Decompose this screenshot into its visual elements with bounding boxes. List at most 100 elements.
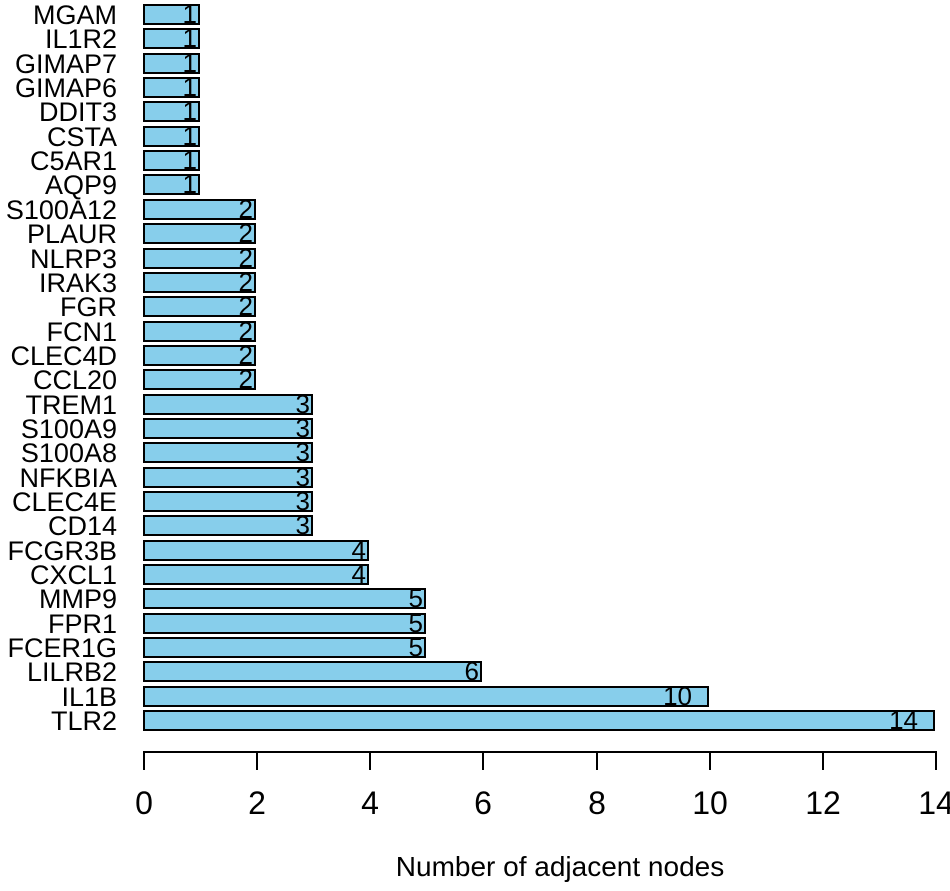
x-axis-tick bbox=[256, 751, 258, 770]
bar bbox=[143, 223, 256, 244]
category-label: FGR bbox=[60, 291, 117, 322]
value-label: 1 bbox=[182, 96, 197, 126]
value-label: 1 bbox=[182, 0, 197, 29]
x-axis-tick-label: 6 bbox=[474, 785, 492, 821]
category-label: IL1B bbox=[61, 681, 117, 712]
category-label: CXCL1 bbox=[29, 559, 117, 590]
category-label: S100A9 bbox=[20, 413, 117, 444]
x-axis-tick bbox=[822, 751, 824, 770]
bar bbox=[143, 150, 200, 171]
x-axis-tick-label: 12 bbox=[805, 785, 841, 821]
value-label: 1 bbox=[182, 23, 197, 53]
bar bbox=[143, 418, 313, 439]
category-label: FPR1 bbox=[47, 608, 117, 639]
x-axis-tick-label: 14 bbox=[918, 785, 950, 821]
category-label: FCGR3B bbox=[7, 535, 117, 566]
x-axis-tick bbox=[935, 751, 937, 770]
category-label: PLAUR bbox=[26, 218, 117, 249]
category-label: AQP9 bbox=[44, 169, 117, 200]
value-label: 1 bbox=[182, 145, 197, 175]
value-label: 3 bbox=[295, 437, 310, 467]
bar bbox=[143, 248, 256, 269]
category-label: MMP9 bbox=[38, 583, 117, 614]
bar bbox=[143, 686, 709, 707]
category-label: NLRP3 bbox=[29, 243, 117, 274]
x-axis-tick bbox=[143, 751, 145, 770]
x-axis-tick-label: 10 bbox=[692, 785, 728, 821]
category-label: FCN1 bbox=[46, 316, 117, 347]
value-label: 3 bbox=[295, 462, 310, 492]
bar bbox=[143, 369, 256, 390]
value-label: 1 bbox=[182, 169, 197, 199]
category-label: TREM1 bbox=[25, 389, 117, 420]
x-axis-tick bbox=[482, 751, 484, 770]
value-label: 2 bbox=[238, 364, 253, 394]
bar bbox=[143, 613, 426, 634]
x-axis-line bbox=[143, 751, 937, 753]
bar bbox=[143, 394, 313, 415]
value-label: 3 bbox=[295, 413, 310, 443]
bar bbox=[143, 515, 313, 536]
bar bbox=[143, 126, 200, 147]
value-label: 4 bbox=[351, 535, 366, 565]
x-axis-title: Number of adjacent nodes bbox=[395, 851, 725, 882]
x-axis-tick bbox=[709, 751, 711, 770]
category-label: CLEC4D bbox=[10, 340, 117, 371]
value-label: 2 bbox=[238, 243, 253, 273]
bar bbox=[143, 540, 369, 561]
category-label: S100A12 bbox=[5, 194, 117, 225]
value-label: 2 bbox=[238, 218, 253, 248]
category-label: MGAM bbox=[33, 0, 117, 30]
category-label: GIMAP7 bbox=[14, 48, 117, 79]
bar bbox=[143, 661, 482, 682]
category-label: S100A8 bbox=[20, 437, 117, 468]
bar bbox=[143, 53, 200, 74]
category-label: GIMAP6 bbox=[14, 72, 117, 103]
value-label: 2 bbox=[238, 291, 253, 321]
category-label: CLEC4E bbox=[11, 486, 117, 517]
value-label: 3 bbox=[295, 486, 310, 516]
bar bbox=[143, 321, 256, 342]
bar bbox=[143, 345, 256, 366]
bar bbox=[143, 442, 313, 463]
value-label: 4 bbox=[351, 559, 366, 589]
bar bbox=[143, 101, 200, 122]
value-label: 1 bbox=[182, 121, 197, 151]
category-label: CCL20 bbox=[32, 364, 117, 395]
category-label: TLR2 bbox=[50, 705, 117, 736]
x-axis-tick-label: 0 bbox=[135, 785, 153, 821]
value-label: 5 bbox=[408, 608, 423, 638]
value-label: 2 bbox=[238, 340, 253, 370]
category-label: CD14 bbox=[47, 510, 117, 541]
x-axis-tick-label: 4 bbox=[361, 785, 379, 821]
bar bbox=[143, 272, 256, 293]
value-label: 14 bbox=[889, 705, 918, 735]
bar bbox=[143, 4, 200, 25]
value-label: 3 bbox=[295, 510, 310, 540]
x-axis-tick bbox=[369, 751, 371, 770]
bar bbox=[143, 491, 313, 512]
x-axis-tick-label: 8 bbox=[588, 785, 606, 821]
value-label: 2 bbox=[238, 316, 253, 346]
bar bbox=[143, 588, 426, 609]
category-label: C5AR1 bbox=[29, 145, 117, 176]
x-axis-tick bbox=[596, 751, 598, 770]
bar bbox=[143, 199, 256, 220]
category-label: NFKBIA bbox=[19, 462, 117, 493]
category-label: LILRB2 bbox=[26, 656, 117, 687]
x-axis-tick-label: 2 bbox=[248, 785, 266, 821]
category-label: FCER1G bbox=[7, 632, 117, 663]
category-label: CSTA bbox=[46, 121, 117, 152]
bar bbox=[143, 174, 200, 195]
value-label: 3 bbox=[295, 389, 310, 419]
bar bbox=[143, 564, 369, 585]
category-label: IL1R2 bbox=[44, 23, 117, 54]
category-label: DDIT3 bbox=[38, 96, 117, 127]
value-label: 2 bbox=[238, 267, 253, 297]
bar bbox=[143, 710, 935, 731]
value-label: 1 bbox=[182, 48, 197, 78]
value-label: 1 bbox=[182, 72, 197, 102]
bar bbox=[143, 77, 200, 98]
value-label: 5 bbox=[408, 583, 423, 613]
